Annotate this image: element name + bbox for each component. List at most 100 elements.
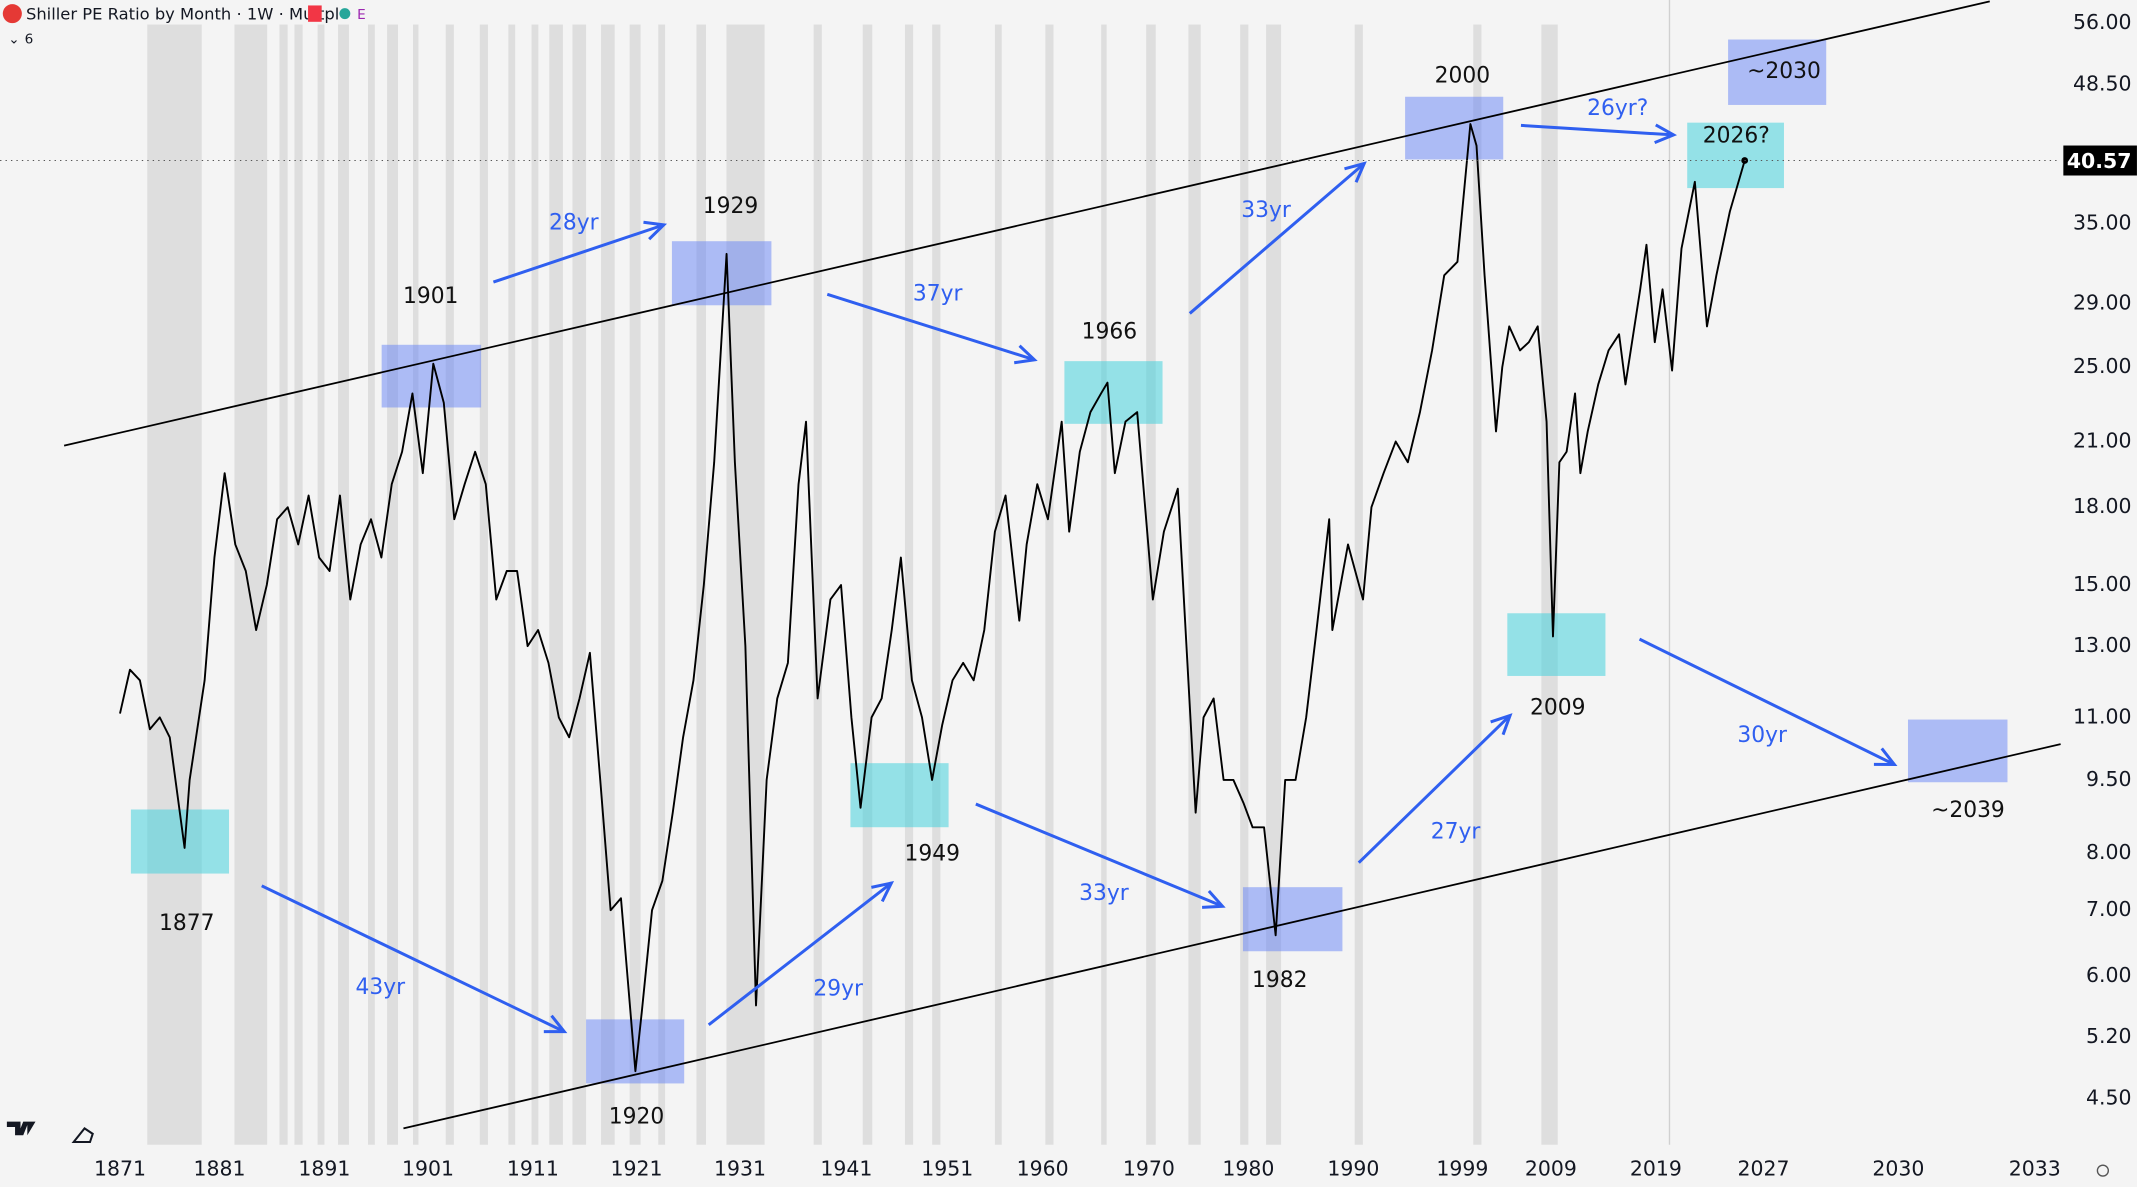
span-label: 27yr xyxy=(1431,820,1481,845)
recession-band xyxy=(904,24,914,1145)
x-tick-label: 1960 xyxy=(1017,1156,1069,1180)
y-tick-label: 18.00 xyxy=(2073,494,2132,518)
recession-band xyxy=(294,24,303,1145)
span-label: 33yr xyxy=(1079,881,1129,906)
y-tick-label: 4.50 xyxy=(2086,1086,2132,1110)
y-tick-label: 15.00 xyxy=(2073,572,2132,596)
recession-band xyxy=(601,24,615,1145)
recession-band xyxy=(862,24,873,1145)
recession-band xyxy=(387,24,399,1145)
pe-line xyxy=(119,123,1746,1073)
x-tick-label: 1891 xyxy=(298,1156,350,1180)
recession-band xyxy=(234,24,268,1145)
plot: 1877 1901 1920 1929 1949 1966 1982 2000 2009 2026… xyxy=(63,0,2061,1130)
y-tick-label: 21.00 xyxy=(2073,428,2132,452)
price-label: 40.57 xyxy=(2067,149,2132,173)
recession-band xyxy=(368,24,375,1145)
eye-icon[interactable] xyxy=(339,8,351,20)
span-label: 29yr xyxy=(813,976,863,1001)
recession-band xyxy=(726,24,765,1145)
arrow-shaft xyxy=(492,223,665,284)
highlight-box xyxy=(671,241,772,306)
y-tick-label: 56.00 xyxy=(2073,10,2132,34)
drawing-icon[interactable] xyxy=(71,1127,94,1144)
indicator-count[interactable]: 6 xyxy=(25,32,34,48)
year-label: ~2030 xyxy=(1747,59,1821,84)
arrow xyxy=(492,220,668,284)
arrow-shaft xyxy=(707,881,893,1027)
x-tick-label: 1970 xyxy=(1123,1156,1175,1180)
recession-band xyxy=(1473,24,1482,1145)
year-label: 1920 xyxy=(609,1104,664,1129)
highlight-box xyxy=(1064,361,1163,424)
y-tick-label: 11.00 xyxy=(2073,704,2132,728)
recession-band xyxy=(932,24,941,1145)
arrow xyxy=(1357,713,1513,864)
y-tick-label: 6.00 xyxy=(2086,963,2132,987)
y-tick-label: 35.00 xyxy=(2073,211,2132,235)
arrow xyxy=(1188,161,1367,315)
y-tick-label: 13.00 xyxy=(2073,633,2132,657)
x-tick-label: 2033 xyxy=(2009,1156,2061,1180)
x-tick-label: 2027 xyxy=(1738,1156,1790,1180)
recession-band xyxy=(629,24,641,1145)
recession-band xyxy=(338,24,349,1145)
y-tick-label: 29.00 xyxy=(2073,291,2132,315)
highlight-box xyxy=(586,1019,685,1084)
y-tick-label: 48.50 xyxy=(2073,71,2132,95)
recession-band xyxy=(479,24,488,1145)
trend-line xyxy=(403,743,2061,1130)
arrow-head xyxy=(871,880,895,903)
arrow-head xyxy=(1490,713,1513,736)
recession-band xyxy=(1045,24,1054,1145)
arrow xyxy=(261,884,568,1034)
highlight-box xyxy=(1242,887,1343,952)
recession-band xyxy=(696,24,706,1145)
recession-band xyxy=(1240,24,1249,1145)
arrow-head xyxy=(643,220,668,241)
recession-band xyxy=(147,24,202,1145)
year-label: 2009 xyxy=(1530,696,1585,721)
recession-band xyxy=(549,24,563,1145)
span-label: 37yr xyxy=(913,281,963,306)
highlight-box xyxy=(1907,719,2008,783)
arrow-shaft xyxy=(1638,637,1896,766)
chart-title: Shiller PE Ratio by Month · 1W · Multpl xyxy=(26,4,339,23)
y-tick-label: 7.00 xyxy=(2086,897,2132,921)
tv-logo xyxy=(6,1121,94,1144)
recession-band xyxy=(1541,24,1558,1145)
year-label: 1877 xyxy=(159,911,214,936)
arrow xyxy=(975,802,1226,909)
recession-band xyxy=(658,24,666,1145)
span-label: 43yr xyxy=(355,975,405,1000)
settings-icon[interactable] xyxy=(2096,1164,2109,1177)
year-label: 1982 xyxy=(1252,968,1307,993)
recession-band xyxy=(1101,24,1107,1145)
recession-band xyxy=(994,24,1002,1145)
arrow-shaft xyxy=(1357,714,1512,864)
year-label: 2000 xyxy=(1435,63,1490,88)
arrow xyxy=(707,880,895,1027)
x-tick-label: 1990 xyxy=(1327,1156,1379,1180)
span-label: 26yr? xyxy=(1587,96,1648,121)
flag-icon[interactable] xyxy=(308,5,322,22)
year-label: 1901 xyxy=(403,284,458,309)
recession-band xyxy=(445,24,454,1145)
x-tick-label: 1921 xyxy=(610,1156,662,1180)
arrow xyxy=(826,292,1038,365)
year-label: 1949 xyxy=(904,841,959,866)
arrow-shaft xyxy=(261,884,565,1033)
year-label: 1929 xyxy=(703,194,758,219)
arrow-shaft xyxy=(826,292,1035,362)
e-icon[interactable]: E xyxy=(357,7,366,23)
span-label: 33yr xyxy=(1241,198,1291,223)
recession-band xyxy=(572,24,587,1145)
recession-band xyxy=(531,24,539,1145)
x-tick-label: 1999 xyxy=(1436,1156,1488,1180)
arrow-shaft xyxy=(1520,123,1674,137)
x-tick-label: 1941 xyxy=(820,1156,872,1180)
collapse-arrow[interactable]: ⌄ xyxy=(8,32,19,48)
x-tick-label: 1951 xyxy=(921,1156,973,1180)
x-tick-label: 1911 xyxy=(507,1156,559,1180)
